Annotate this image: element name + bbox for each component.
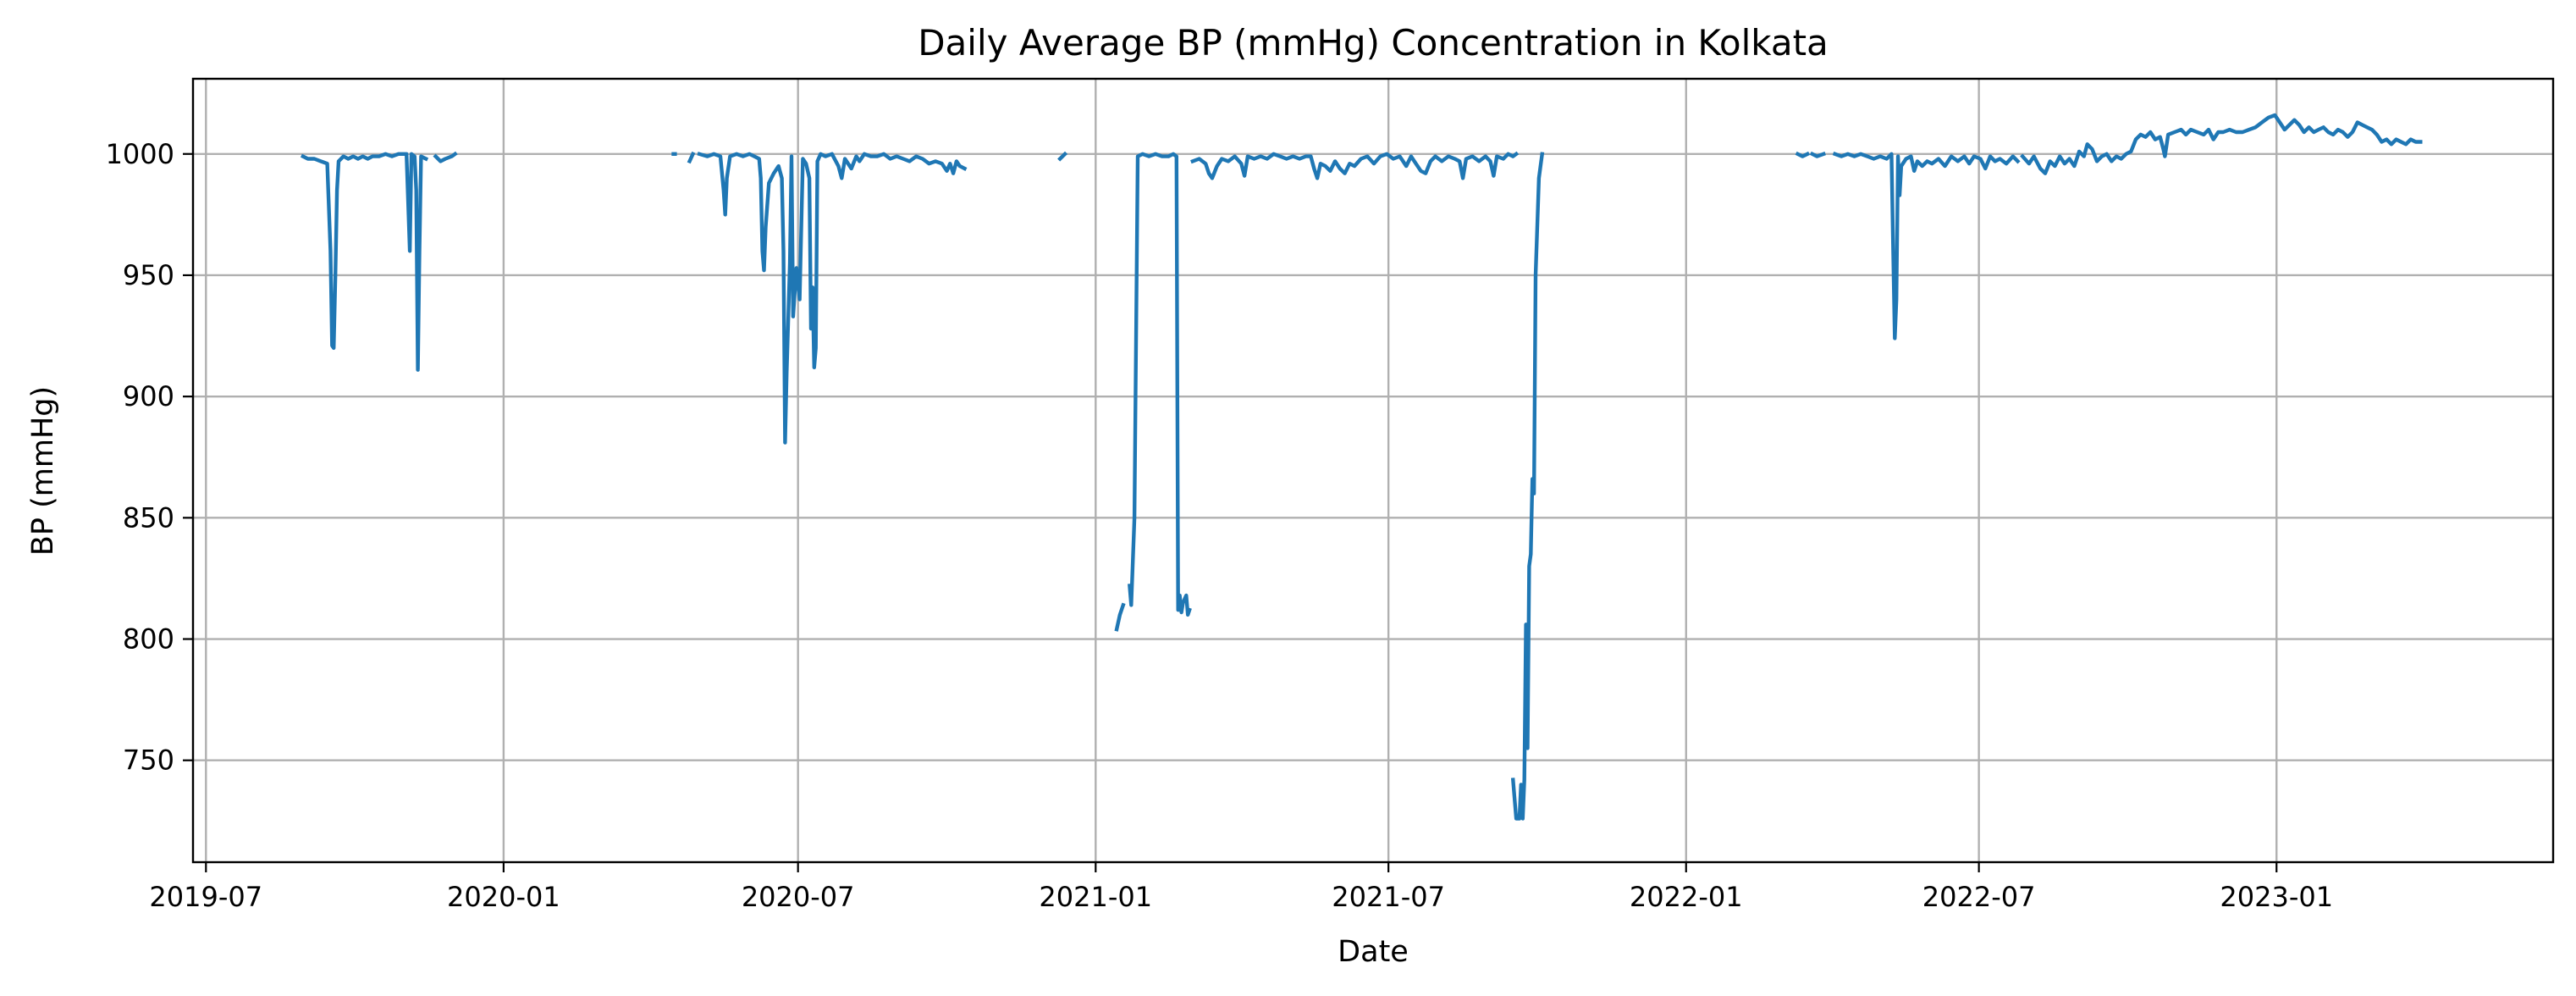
x-tick-label: 2022-07 xyxy=(1922,881,2036,913)
y-tick-label: 950 xyxy=(123,259,174,291)
series-line-segment xyxy=(1128,152,1192,617)
series-line-segment xyxy=(1114,602,1126,632)
y-axis-label: BP (mmHg) xyxy=(26,386,60,556)
series-line-segment xyxy=(300,152,429,372)
x-tick-label: 2020-01 xyxy=(447,881,560,913)
series-line-segment xyxy=(1510,152,1545,821)
series-line-segment xyxy=(2020,113,2423,175)
x-tick-label: 2022-01 xyxy=(1630,881,1743,913)
y-tick-label: 800 xyxy=(123,623,174,656)
series-line-segment xyxy=(1057,151,1068,162)
chart-title: Daily Average BP (mmHg) Concentration in… xyxy=(918,22,1829,64)
series-line-segment xyxy=(697,152,968,445)
x-axis-ticks: 2019-07 2020-01 2020-07 2021-01 2021-07 2022-… xyxy=(149,862,2333,913)
x-tick-label: 2021-07 xyxy=(1332,881,1445,913)
series-line-segment xyxy=(1832,151,2021,340)
y-tick-label: 1000 xyxy=(106,138,174,170)
plot-area xyxy=(300,113,2423,821)
x-tick-label: 2020-07 xyxy=(742,881,855,913)
series-line-segment xyxy=(1795,151,1811,158)
x-axis-label: Date xyxy=(1338,935,1409,969)
series-line-segment xyxy=(433,151,458,163)
grid-lines xyxy=(193,79,2553,862)
series-line-segment xyxy=(687,151,696,164)
y-tick-label: 750 xyxy=(123,744,174,777)
x-tick-label: 2023-01 xyxy=(2220,881,2333,913)
series-line-segment xyxy=(1809,151,1827,158)
series-line-segment xyxy=(1190,151,1520,180)
y-tick-label: 850 xyxy=(123,501,174,534)
x-tick-label: 2019-07 xyxy=(149,881,262,913)
y-tick-label: 900 xyxy=(123,380,174,412)
x-tick-label: 2021-01 xyxy=(1039,881,1152,913)
y-axis-ticks: 750 800 850 900 950 1000 xyxy=(106,138,193,777)
axes-frame xyxy=(191,77,2555,864)
